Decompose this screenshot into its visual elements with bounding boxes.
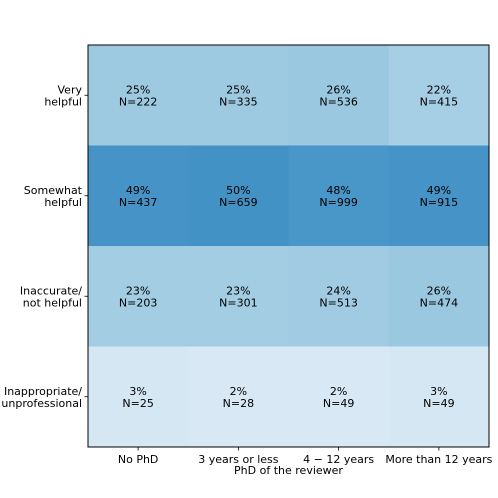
cell-percent-label: 25% bbox=[126, 83, 150, 96]
y-tick-label: Very bbox=[58, 83, 83, 96]
cell-count-label: N=49 bbox=[423, 397, 454, 410]
cell-count-label: N=474 bbox=[420, 296, 458, 309]
y-axis: VeryhelpfulSomewhathelpfulInaccurate/not… bbox=[1, 83, 88, 410]
heatmap-cell bbox=[88, 45, 189, 146]
x-tick-label: No PhD bbox=[118, 453, 159, 466]
heatmap-cells bbox=[88, 45, 490, 448]
cell-count-label: N=301 bbox=[219, 296, 257, 309]
cell-percent-label: 49% bbox=[126, 184, 150, 197]
cell-count-label: N=203 bbox=[119, 296, 157, 309]
y-tick-label: Inaccurate/ bbox=[20, 284, 82, 297]
heatmap-cell bbox=[388, 145, 490, 247]
y-tick-label: not helpful bbox=[23, 296, 82, 309]
x-tick-label: 4 − 12 years bbox=[303, 453, 374, 466]
cell-percent-label: 2% bbox=[330, 385, 347, 398]
y-tick-label: unprofessional bbox=[1, 397, 82, 410]
cell-count-label: N=222 bbox=[119, 95, 157, 108]
heatmap-cell bbox=[288, 246, 390, 347]
heatmap-cell bbox=[388, 45, 490, 146]
heatmap-cell bbox=[88, 246, 189, 347]
x-axis: No PhD 3 years or less 4 − 12 years More th… bbox=[118, 447, 493, 466]
cell-count-label: N=28 bbox=[223, 397, 254, 410]
y-tick-label: helpful bbox=[44, 196, 82, 209]
heatmap-cell bbox=[188, 45, 289, 146]
y-tick-label: Inappropriate/ bbox=[4, 385, 82, 398]
cell-percent-label: 3% bbox=[430, 385, 447, 398]
x-tick-label: 3 years or less bbox=[198, 453, 279, 466]
cell-percent-label: 26% bbox=[427, 284, 451, 297]
cell-count-label: N=659 bbox=[219, 196, 257, 209]
cell-count-label: N=915 bbox=[420, 196, 458, 209]
y-tick-label: helpful bbox=[44, 95, 82, 108]
cell-percent-label: 3% bbox=[129, 385, 146, 398]
cell-count-label: N=25 bbox=[122, 397, 153, 410]
plot-frame bbox=[87, 44, 490, 448]
cell-percent-label: 50% bbox=[226, 184, 250, 197]
cell-percent-label: 24% bbox=[326, 284, 350, 297]
heatmap-cell bbox=[188, 246, 289, 347]
heatmap-cell bbox=[388, 346, 490, 448]
heatmap-cell bbox=[88, 145, 189, 247]
heatmap-cell bbox=[188, 346, 289, 448]
cell-percent-label: 26% bbox=[326, 83, 350, 96]
cell-count-label: N=335 bbox=[219, 95, 257, 108]
cell-percent-label: 2% bbox=[230, 385, 247, 398]
heatmap-cell bbox=[188, 145, 289, 247]
cell-percent-label: 25% bbox=[226, 83, 250, 96]
cell-count-label: N=415 bbox=[420, 95, 458, 108]
x-axis-label: PhD of the reviewer bbox=[234, 464, 343, 477]
heatmap-cell bbox=[288, 45, 390, 146]
heatmap-cell bbox=[388, 246, 490, 347]
cell-percent-label: 22% bbox=[427, 83, 451, 96]
cell-count-label: N=49 bbox=[323, 397, 354, 410]
cell-count-label: N=437 bbox=[119, 196, 157, 209]
cell-count-label: N=536 bbox=[319, 95, 357, 108]
cell-count-label: N=513 bbox=[319, 296, 357, 309]
heatmap-cell bbox=[88, 346, 189, 448]
cell-percent-label: 48% bbox=[326, 184, 350, 197]
heatmap-cell-labels: 25%N=22225%N=33526%N=53622%N=41549%N=437… bbox=[119, 83, 458, 410]
cell-percent-label: 23% bbox=[126, 284, 150, 297]
cell-percent-label: 23% bbox=[226, 284, 250, 297]
y-tick-label: Somewhat bbox=[24, 184, 83, 197]
cell-count-label: N=999 bbox=[319, 196, 357, 209]
cell-percent-label: 49% bbox=[427, 184, 451, 197]
x-tick-label: More than 12 years bbox=[385, 453, 492, 466]
heatmap-cell bbox=[288, 145, 390, 247]
heatmap-cell bbox=[288, 346, 390, 448]
